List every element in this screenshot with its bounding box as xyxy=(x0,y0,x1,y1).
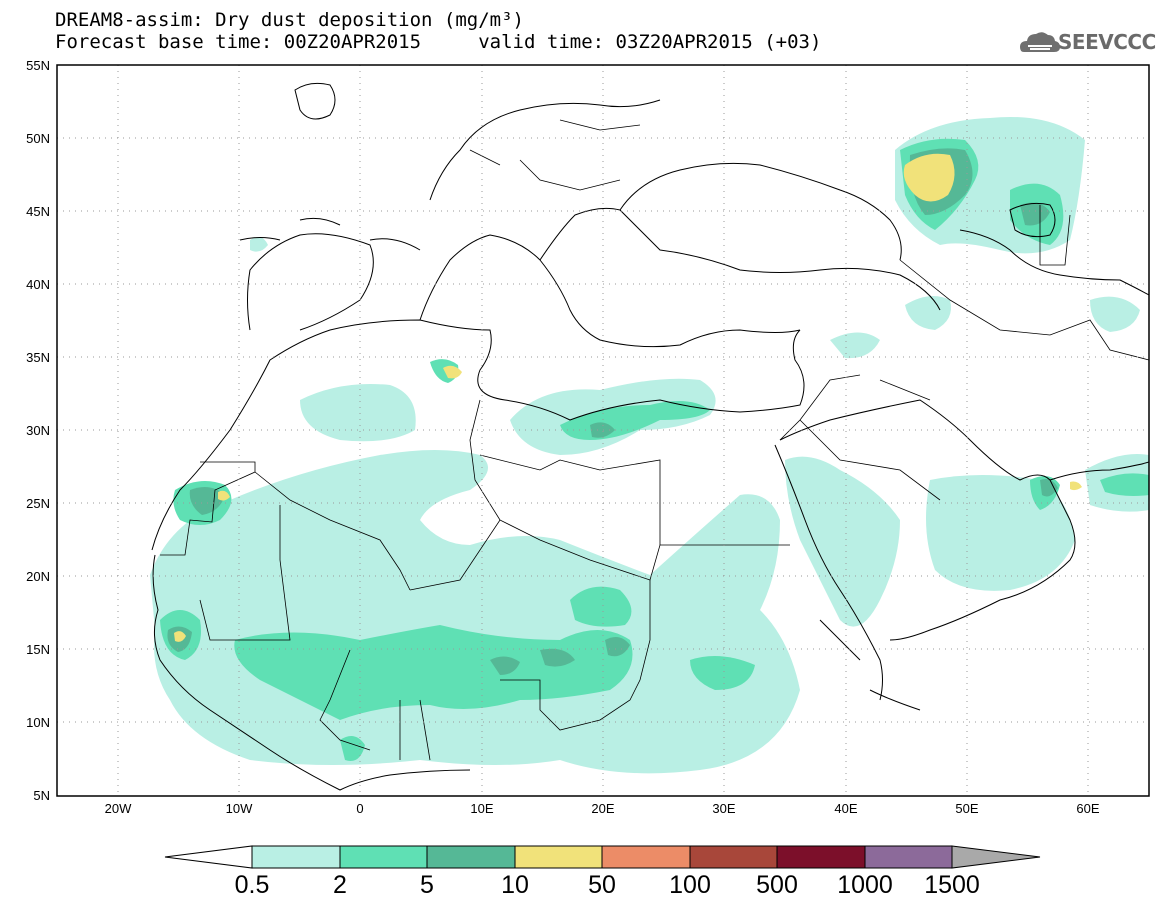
lat-label: 10N xyxy=(26,715,50,730)
colorbar-swatch xyxy=(251,845,341,869)
colorbar-under-arrow xyxy=(164,845,253,869)
forecast-time-subtitle: Forecast base time: 00Z20APR2015 valid t… xyxy=(55,31,822,53)
colorbar-label: 2 xyxy=(333,871,347,899)
lon-label: 20E xyxy=(591,801,614,816)
lon-label: 40E xyxy=(834,801,857,816)
colorbar-label: 50 xyxy=(588,871,616,899)
lon-label: 0 xyxy=(356,801,363,816)
lon-label: 60E xyxy=(1076,801,1099,816)
lat-label: 15N xyxy=(26,642,50,657)
lat-label: 5N xyxy=(33,788,50,803)
colorbar-over-arrow xyxy=(951,845,1041,869)
cloud-logo-icon xyxy=(1020,32,1060,52)
colorbar-label: 5 xyxy=(420,871,434,899)
longitude-labels: 20W 10W 0 10E 20E 30E 40E 50E 60E xyxy=(105,801,1100,816)
colorbar: 0.5 2 5 10 50 100 500 1000 1500 xyxy=(164,845,1041,899)
colorbar-swatch xyxy=(426,845,516,869)
map-title: DREAM8-assim: Dry dust deposition (mg/m³… xyxy=(55,9,524,31)
lat-label: 25N xyxy=(26,496,50,511)
graticule xyxy=(57,65,1149,796)
map-area xyxy=(57,65,1149,796)
lon-label: 20W xyxy=(105,801,132,816)
lon-label: 50E xyxy=(955,801,978,816)
colorbar-label: 10 xyxy=(501,871,529,899)
colorbar-swatch xyxy=(776,845,866,869)
map-frame xyxy=(56,64,1150,797)
deposition-fill-10-50 xyxy=(174,153,1082,642)
lon-label: 10E xyxy=(470,801,493,816)
lat-label: 45N xyxy=(26,204,50,219)
colorbar-swatch xyxy=(864,845,953,869)
colorbar-label: 1000 xyxy=(837,871,893,899)
colorbar-swatch xyxy=(601,845,691,869)
lat-label: 50N xyxy=(26,131,50,146)
latitude-labels: 55N 50N 45N 40N 35N 30N 25N 20N 15N 10N … xyxy=(26,58,50,803)
lat-label: 35N xyxy=(26,350,50,365)
lat-label: 55N xyxy=(26,58,50,73)
colorbar-label: 0.5 xyxy=(235,871,270,899)
lat-label: 30N xyxy=(26,423,50,438)
colorbar-label: 100 xyxy=(669,871,711,899)
colorbar-swatch xyxy=(689,845,778,869)
colorbar-swatch xyxy=(339,845,428,869)
colorbar-label: 1500 xyxy=(924,871,980,899)
lon-label: 30E xyxy=(712,801,735,816)
lat-label: 40N xyxy=(26,277,50,292)
colorbar-swatch xyxy=(514,845,603,869)
colorbar-label: 500 xyxy=(756,871,798,899)
lat-label: 20N xyxy=(26,569,50,584)
lon-label: 10W xyxy=(226,801,253,816)
country-borders xyxy=(160,119,1149,761)
logo-text: SEEVCCC xyxy=(1058,30,1156,54)
coastlines xyxy=(151,82,1149,791)
